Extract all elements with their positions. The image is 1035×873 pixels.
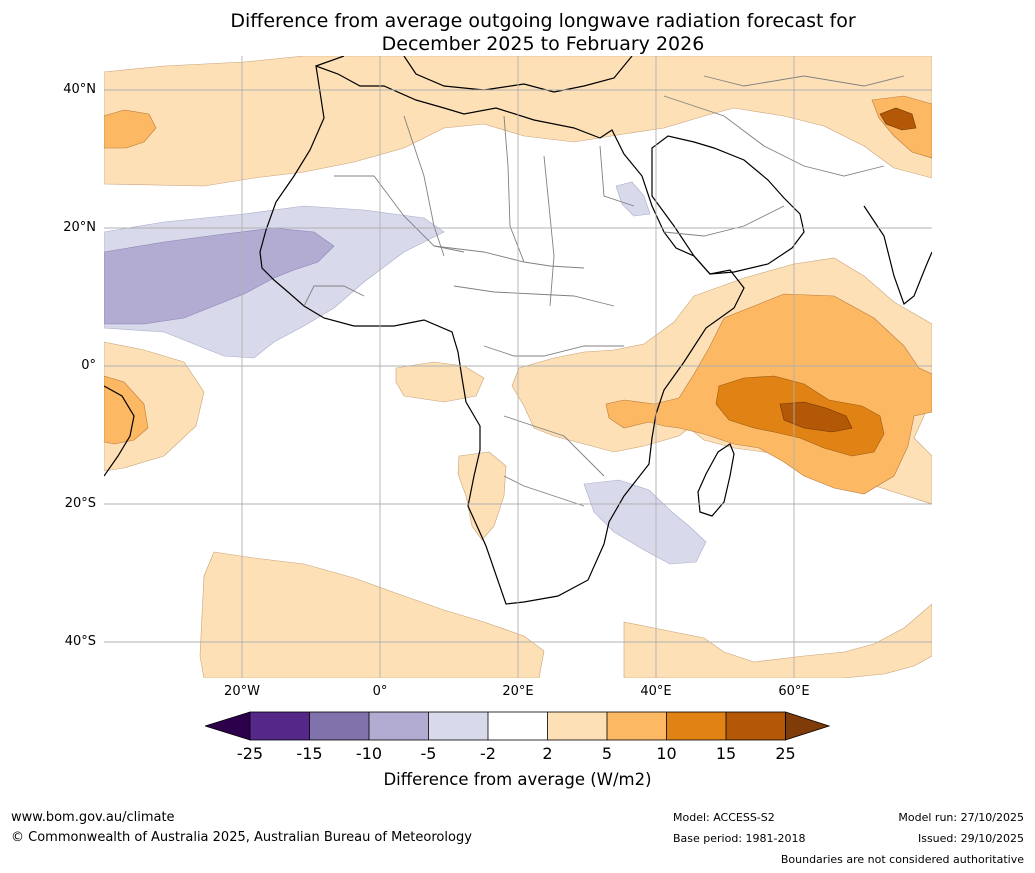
colorbar-extend-low xyxy=(205,711,251,741)
lat-label-20s: 20°S xyxy=(64,496,96,511)
lat-label-40s: 40°S xyxy=(64,634,96,649)
south-indian-band xyxy=(623,603,932,678)
lon-label-20e: 20°E xyxy=(502,684,534,699)
colorbar-tick-label: 5 xyxy=(601,744,613,763)
himalaya-core xyxy=(879,107,917,131)
copyright-text: © Commonwealth of Australia 2025, Austra… xyxy=(11,830,472,845)
issued-date: Issued: 29/10/2025 xyxy=(917,832,1024,845)
gridlines xyxy=(104,56,932,678)
country-borders xyxy=(303,75,905,507)
colorbar xyxy=(205,711,830,741)
arabia-coastline xyxy=(651,135,805,275)
title-line-2: December 2025 to February 2026 xyxy=(381,33,705,55)
colorbar-bin-4 xyxy=(428,712,488,740)
model-run-date: Model run: 27/10/2025 xyxy=(898,811,1024,824)
forecast-map xyxy=(104,56,932,678)
base-period: Base period: 1981-2018 xyxy=(673,832,806,845)
colorbar-bin-5 xyxy=(488,712,548,740)
lon-label-0: 0° xyxy=(372,684,388,699)
west-africa-atlantic-medium xyxy=(104,227,335,325)
colorbar-tick-label: 2 xyxy=(542,744,553,763)
colorbar-tick-label: -2 xyxy=(480,744,496,763)
mozambique-light xyxy=(583,479,707,565)
colorbar-bin-9 xyxy=(726,712,786,740)
lat-label-40n: 40°N xyxy=(63,82,96,97)
colorbar-bin-1 xyxy=(250,712,310,740)
africa-coastline xyxy=(259,65,745,605)
colorbar-tick-label: -25 xyxy=(236,744,264,763)
colorbar-bin-8 xyxy=(666,712,726,740)
lat-label-0: 0° xyxy=(81,358,96,373)
lon-label-60e: 60°E xyxy=(778,684,810,699)
title-line-1: Difference from average outgoing longwav… xyxy=(230,10,856,32)
india-coastline xyxy=(863,205,932,305)
colorbar-bin-7 xyxy=(607,712,667,740)
red-sea-light xyxy=(615,181,651,217)
colorbar-tick-label: -15 xyxy=(296,744,323,763)
website-link[interactable]: www.bom.gov.au/climate xyxy=(11,810,175,825)
south-atlantic-band xyxy=(199,551,545,678)
coastlines xyxy=(104,56,932,605)
colorbar-title: Difference from average (W/m2) xyxy=(383,770,652,789)
model-name: Model: ACCESS-S2 xyxy=(673,811,775,824)
colorbar-bin-6 xyxy=(547,712,607,740)
colorbar-tick-label: -5 xyxy=(420,744,437,763)
south-america-coastline xyxy=(104,385,135,477)
madagascar-coastline xyxy=(697,443,735,517)
colorbar-tick-label: 15 xyxy=(715,744,737,763)
mediterranean-medium xyxy=(104,109,157,149)
colorbar-tick-label: -10 xyxy=(355,744,383,763)
boundaries-disclaimer: Boundaries are not considered authoritat… xyxy=(780,853,1024,866)
lon-label-40e: 40°E xyxy=(640,684,672,699)
indian-ocean-core xyxy=(779,401,853,433)
gulf-of-guinea xyxy=(395,361,485,403)
colorbar-tick-label: 25 xyxy=(775,744,796,763)
southern-africa-west xyxy=(457,451,507,541)
colorbar-bin-2 xyxy=(309,712,369,740)
colorbar-extend-high xyxy=(785,711,830,741)
europe-coastline xyxy=(315,56,633,93)
anomaly-positive-extreme xyxy=(779,107,917,433)
colorbar-bin-3 xyxy=(369,712,429,740)
lat-label-20n: 20°N xyxy=(63,220,96,235)
colorbar-tick-label: 10 xyxy=(656,744,677,763)
lon-label-20w: 20°W xyxy=(224,684,260,699)
anomaly-negative-medium xyxy=(104,227,335,325)
brazil-coast-medium xyxy=(104,375,149,445)
chart-title: Difference from average outgoing longwav… xyxy=(0,10,1035,56)
